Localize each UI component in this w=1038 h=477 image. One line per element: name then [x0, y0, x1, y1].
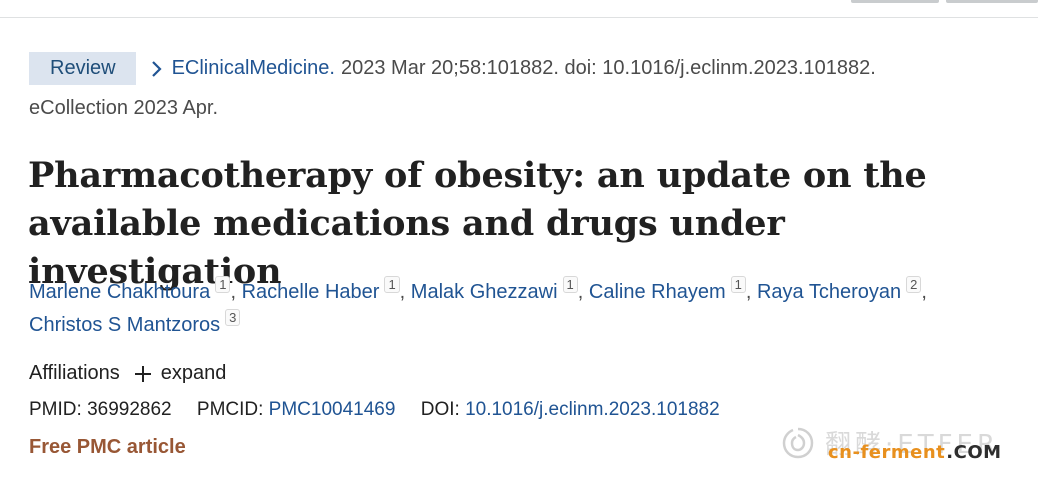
doi-label: DOI:: [420, 399, 460, 420]
author-separator: ,: [399, 281, 406, 303]
author-separator: ,: [230, 281, 237, 303]
affiliations-label: Affiliations: [29, 362, 120, 384]
author-separator: ,: [745, 281, 752, 303]
publication-line: Review EClinicalMedicine. 2023 Mar 20;58…: [29, 52, 876, 85]
affiliations-row: Affiliations expand: [29, 362, 226, 385]
pmcid-label: PMCID:: [196, 399, 264, 420]
plus-icon: [134, 365, 151, 382]
header-button-edge[interactable]: [851, 0, 939, 3]
affiliation-number[interactable]: 1: [384, 276, 400, 293]
pmid-label: PMID:: [29, 399, 82, 420]
article-title: Pharmacotherapy of obesity: an update on…: [28, 155, 927, 292]
watermark-logo-icon: [781, 426, 815, 460]
watermark: 翻酵·ETFER cn-ferment.COM: [781, 424, 1031, 468]
author-link[interactable]: Christos S Mantzoros: [29, 314, 221, 336]
article-type-badge: Review: [29, 52, 136, 85]
free-pmc-article-label: Free PMC article: [29, 436, 186, 458]
affiliation-number[interactable]: 3: [225, 309, 241, 326]
watermark-domain: cn-ferment.COM: [828, 442, 1002, 463]
watermark-domain-tld: .COM: [946, 442, 1002, 463]
journal-link[interactable]: EClinicalMedicine.: [171, 57, 335, 79]
affiliation-number[interactable]: 1: [562, 276, 578, 293]
author-link[interactable]: Raya Tcheroyan: [756, 281, 902, 303]
author-link[interactable]: Marlene Chakhtoura: [29, 281, 211, 303]
watermark-domain-main: cn-ferment: [828, 442, 946, 463]
author-link[interactable]: Caline Rhayem: [588, 281, 726, 303]
expand-affiliations-button[interactable]: expand: [134, 362, 227, 385]
watermark-text: 翻酵·ETFER: [825, 430, 1000, 460]
expand-label: expand: [160, 362, 227, 384]
author-link[interactable]: Malak Ghezzawi: [410, 281, 558, 303]
pmid-value: 36992862: [87, 399, 172, 420]
identifiers-row: PMID: 36992862 PMCID: PMC10041469 DOI: 1…: [29, 399, 720, 421]
affiliation-number[interactable]: 2: [906, 276, 922, 293]
citation-text: 2023 Mar 20;58:101882. doi: 10.1016/j.ec…: [340, 57, 876, 79]
author-separator: ,: [921, 281, 927, 303]
ecollection-text: eCollection 2023 Apr.: [29, 97, 219, 119]
header-divider: [0, 17, 1038, 18]
author-link[interactable]: Rachelle Haber: [241, 281, 380, 303]
doi-link[interactable]: 10.1016/j.eclinm.2023.101882: [465, 399, 720, 420]
affiliation-number[interactable]: 1: [215, 276, 231, 293]
header-button-edge[interactable]: [946, 0, 1038, 3]
affiliation-number[interactable]: 1: [730, 276, 746, 293]
chevron-right-icon[interactable]: [151, 59, 167, 79]
pmcid-link[interactable]: PMC10041469: [268, 399, 396, 420]
author-separator: ,: [577, 281, 584, 303]
author-list: Marlene Chakhtoura 1, Rachelle Haber 1, Ma…: [29, 276, 1019, 342]
